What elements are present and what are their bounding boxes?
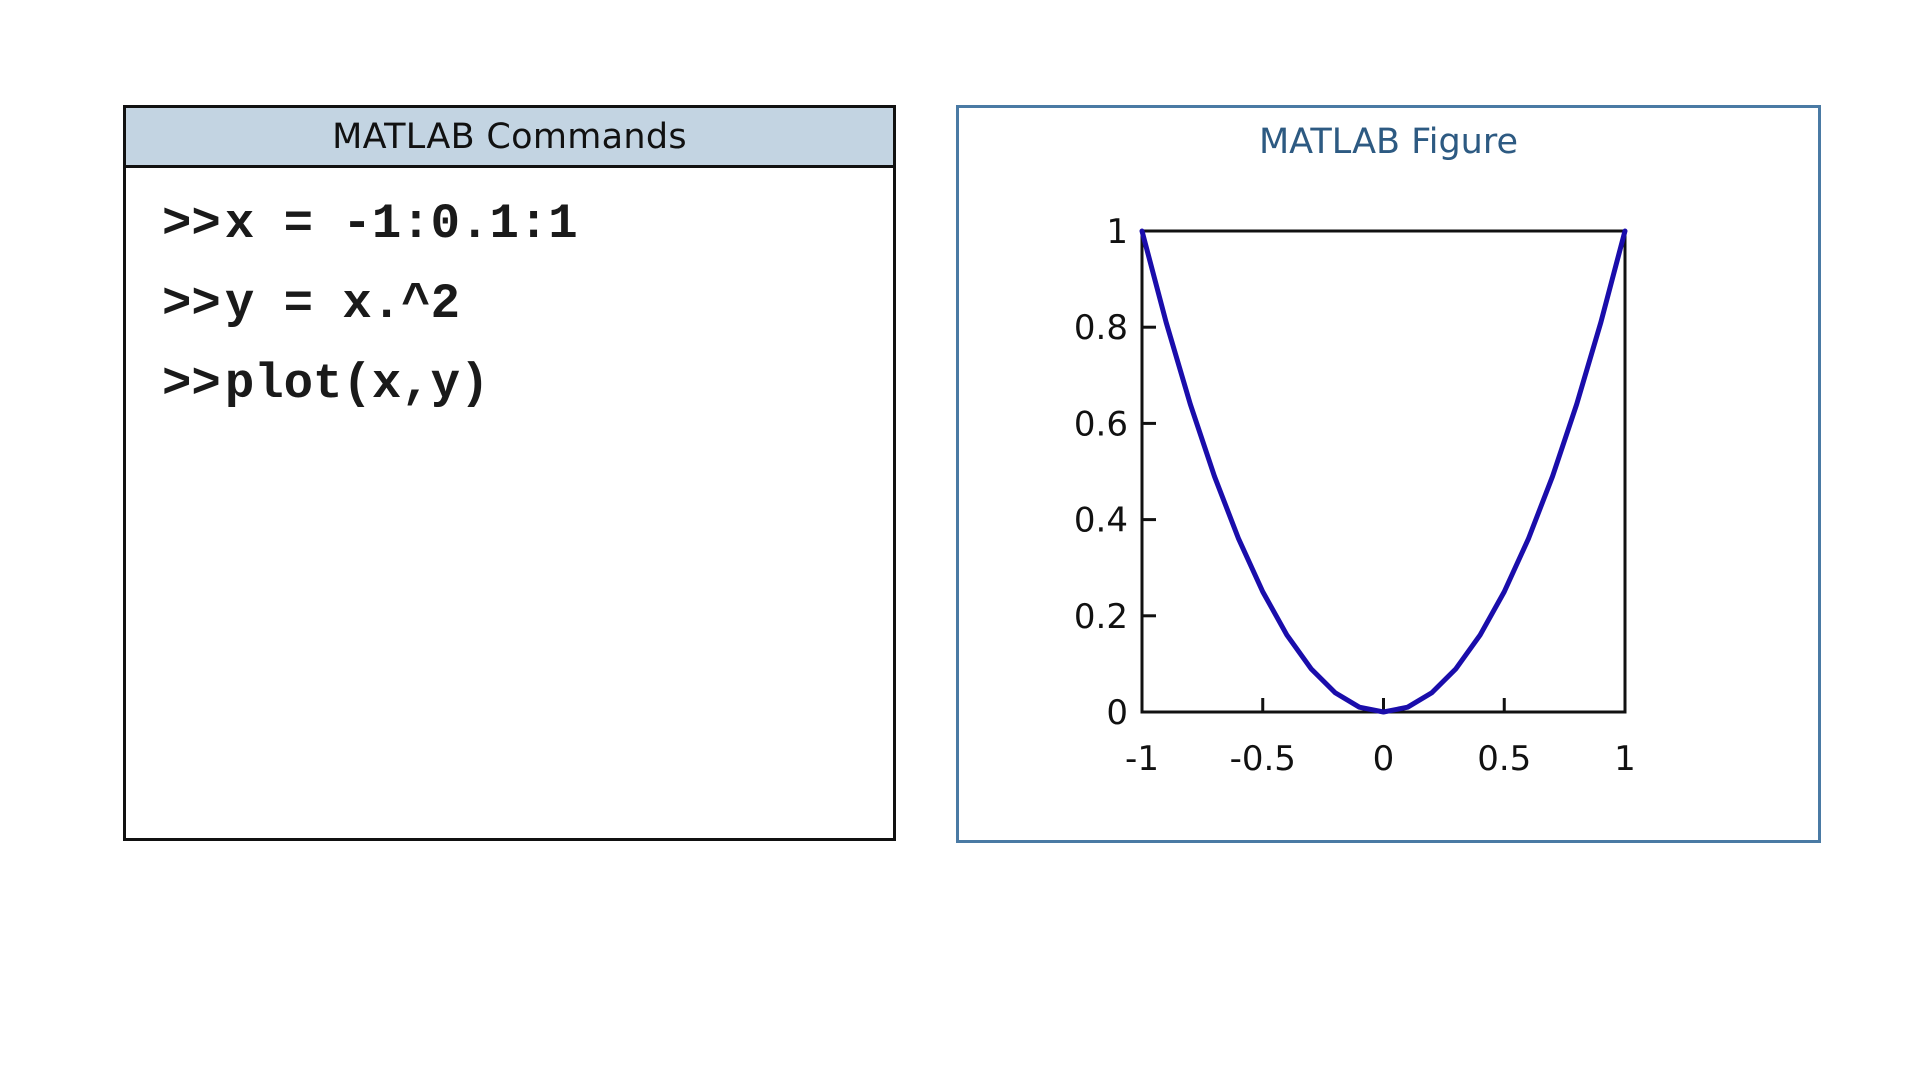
command-prompt: >> <box>162 356 221 412</box>
plot-area: 0 0.2 0.4 0.6 0.8 1 -1 -0.5 0 0.5 1 <box>1074 212 1636 779</box>
command-line: >> x = -1:0.1:1 <box>162 196 893 276</box>
command-text: y = x.^2 <box>224 276 461 332</box>
y-tick-label: 0.4 <box>1074 501 1128 541</box>
command-text: plot(x,y) <box>224 356 490 412</box>
y-tick-label: 0 <box>1106 693 1128 733</box>
series-line <box>1139 228 1628 715</box>
command-line: >> plot(x,y) <box>162 356 893 436</box>
x-tick-label: 1 <box>1614 739 1636 779</box>
y-tick-label: 0.6 <box>1074 404 1128 444</box>
command-text: x = -1:0.1:1 <box>224 196 578 252</box>
y-tick-label: 0.8 <box>1074 308 1128 348</box>
command-window[interactable]: >> x = -1:0.1:1 >> y = x.^2 >> plot(x,y) <box>126 168 893 436</box>
figure-title: MATLAB Figure <box>1258 122 1519 162</box>
command-prompt: >> <box>162 276 221 332</box>
commands-panel: MATLAB Commands >> x = -1:0.1:1 >> y = x.^… <box>123 105 896 841</box>
x-tick-label: -1 <box>1125 739 1159 779</box>
x-tick-label: 0 <box>1373 739 1395 779</box>
command-line: >> y = x.^2 <box>162 276 893 356</box>
y-tick-label: 1 <box>1106 212 1128 252</box>
x-tick-label: -0.5 <box>1230 739 1296 779</box>
figure-panel: MATLAB Figure 0 0.2 0.4 0.6 0.8 1 -1 -0.5 0 0.5 1 <box>956 105 1821 843</box>
command-prompt: >> <box>162 196 221 252</box>
x-tick-label: 0.5 <box>1477 739 1531 779</box>
y-tick-label: 0.2 <box>1074 597 1128 637</box>
commands-panel-title: MATLAB Commands <box>126 108 893 168</box>
